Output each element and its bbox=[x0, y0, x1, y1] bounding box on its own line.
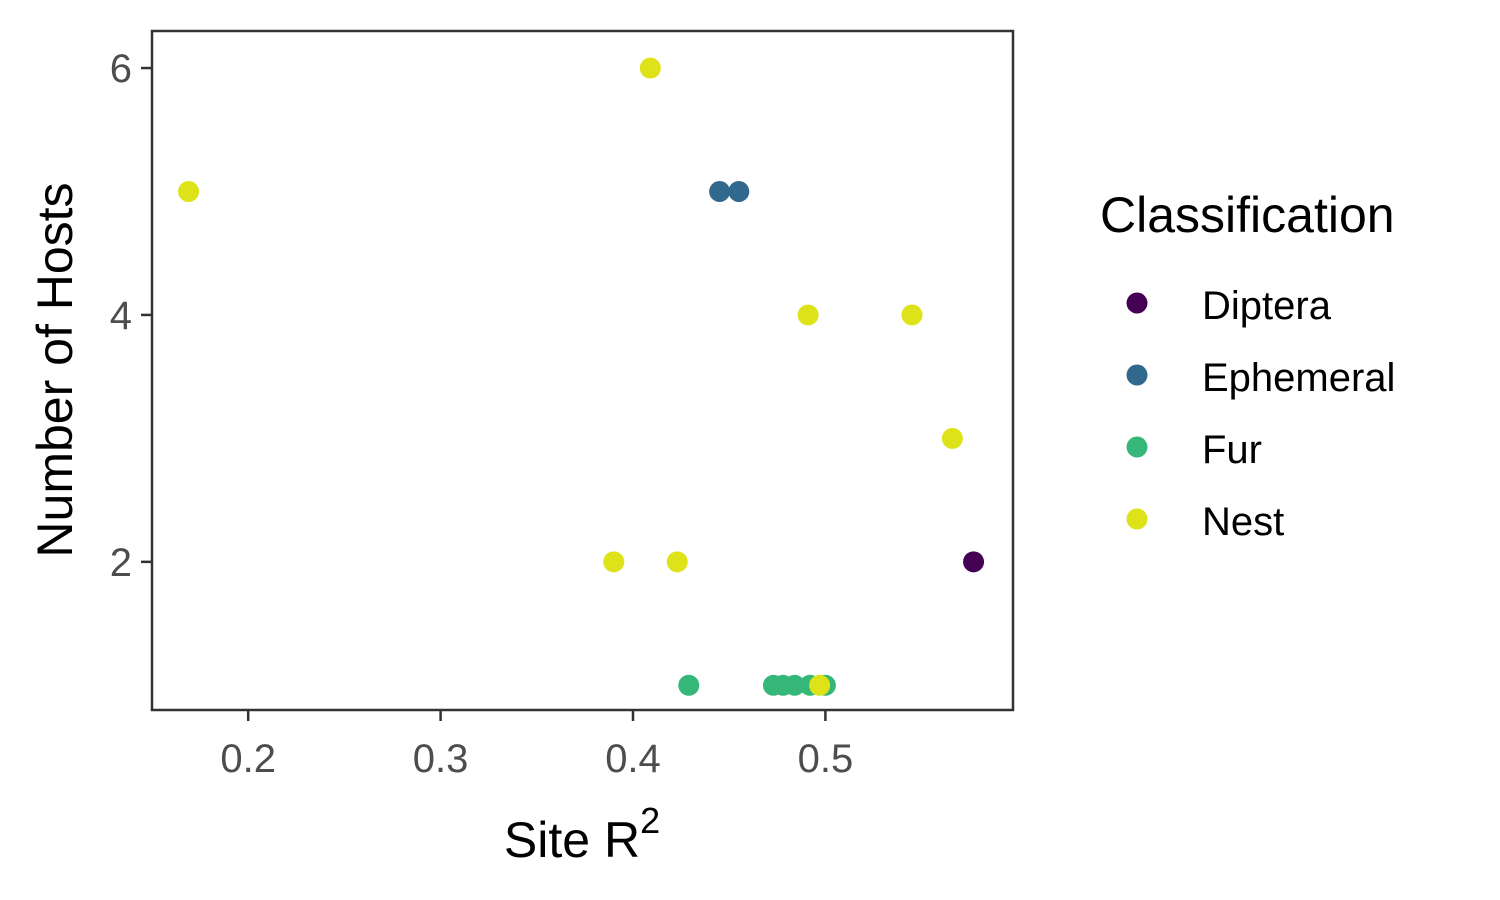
data-point-nest bbox=[639, 57, 661, 79]
y-tick-label: 6 bbox=[110, 47, 132, 91]
legend-label-diptera: Diptera bbox=[1202, 284, 1332, 328]
y-tick-label: 4 bbox=[110, 294, 132, 338]
x-tick-label: 0.4 bbox=[605, 737, 661, 781]
x-tick-label: 0.3 bbox=[413, 737, 469, 781]
data-point-nest bbox=[901, 304, 923, 326]
legend-key-ephemeral bbox=[1126, 364, 1148, 386]
legend-title: Classification bbox=[1100, 187, 1395, 243]
data-point-diptera bbox=[963, 551, 985, 573]
x-axis-title: Site R2 bbox=[504, 800, 660, 868]
legend-key-fur bbox=[1126, 436, 1148, 458]
y-axis-title: Number of Hosts bbox=[27, 182, 83, 557]
y-tick-label: 2 bbox=[110, 541, 132, 585]
legend-label-fur: Fur bbox=[1202, 428, 1262, 472]
data-point-ephemeral bbox=[728, 180, 750, 202]
x-tick-label: 0.2 bbox=[220, 737, 276, 781]
legend-label-nest: Nest bbox=[1202, 500, 1284, 544]
plot-panel-border bbox=[150, 29, 1015, 712]
x-axis: 0.2 0.3 0.4 0.5 bbox=[220, 710, 853, 781]
data-point-nest bbox=[797, 304, 819, 326]
legend-key-nest bbox=[1126, 508, 1148, 530]
legend-label-ephemeral: Ephemeral bbox=[1202, 356, 1395, 400]
data-point-ephemeral bbox=[709, 180, 731, 202]
data-point-nest bbox=[178, 180, 200, 202]
data-point-nest bbox=[941, 427, 963, 449]
data-points bbox=[178, 57, 985, 696]
legend: Diptera Ephemeral Fur Nest bbox=[1126, 284, 1395, 544]
legend-key-diptera bbox=[1126, 292, 1148, 314]
data-point-fur bbox=[784, 674, 806, 696]
data-point-nest bbox=[809, 674, 831, 696]
data-point-nest bbox=[603, 551, 625, 573]
data-point-nest bbox=[666, 551, 688, 573]
y-axis: 2 4 6 bbox=[110, 47, 152, 585]
x-tick-label: 0.5 bbox=[798, 737, 854, 781]
data-point-fur bbox=[678, 674, 700, 696]
